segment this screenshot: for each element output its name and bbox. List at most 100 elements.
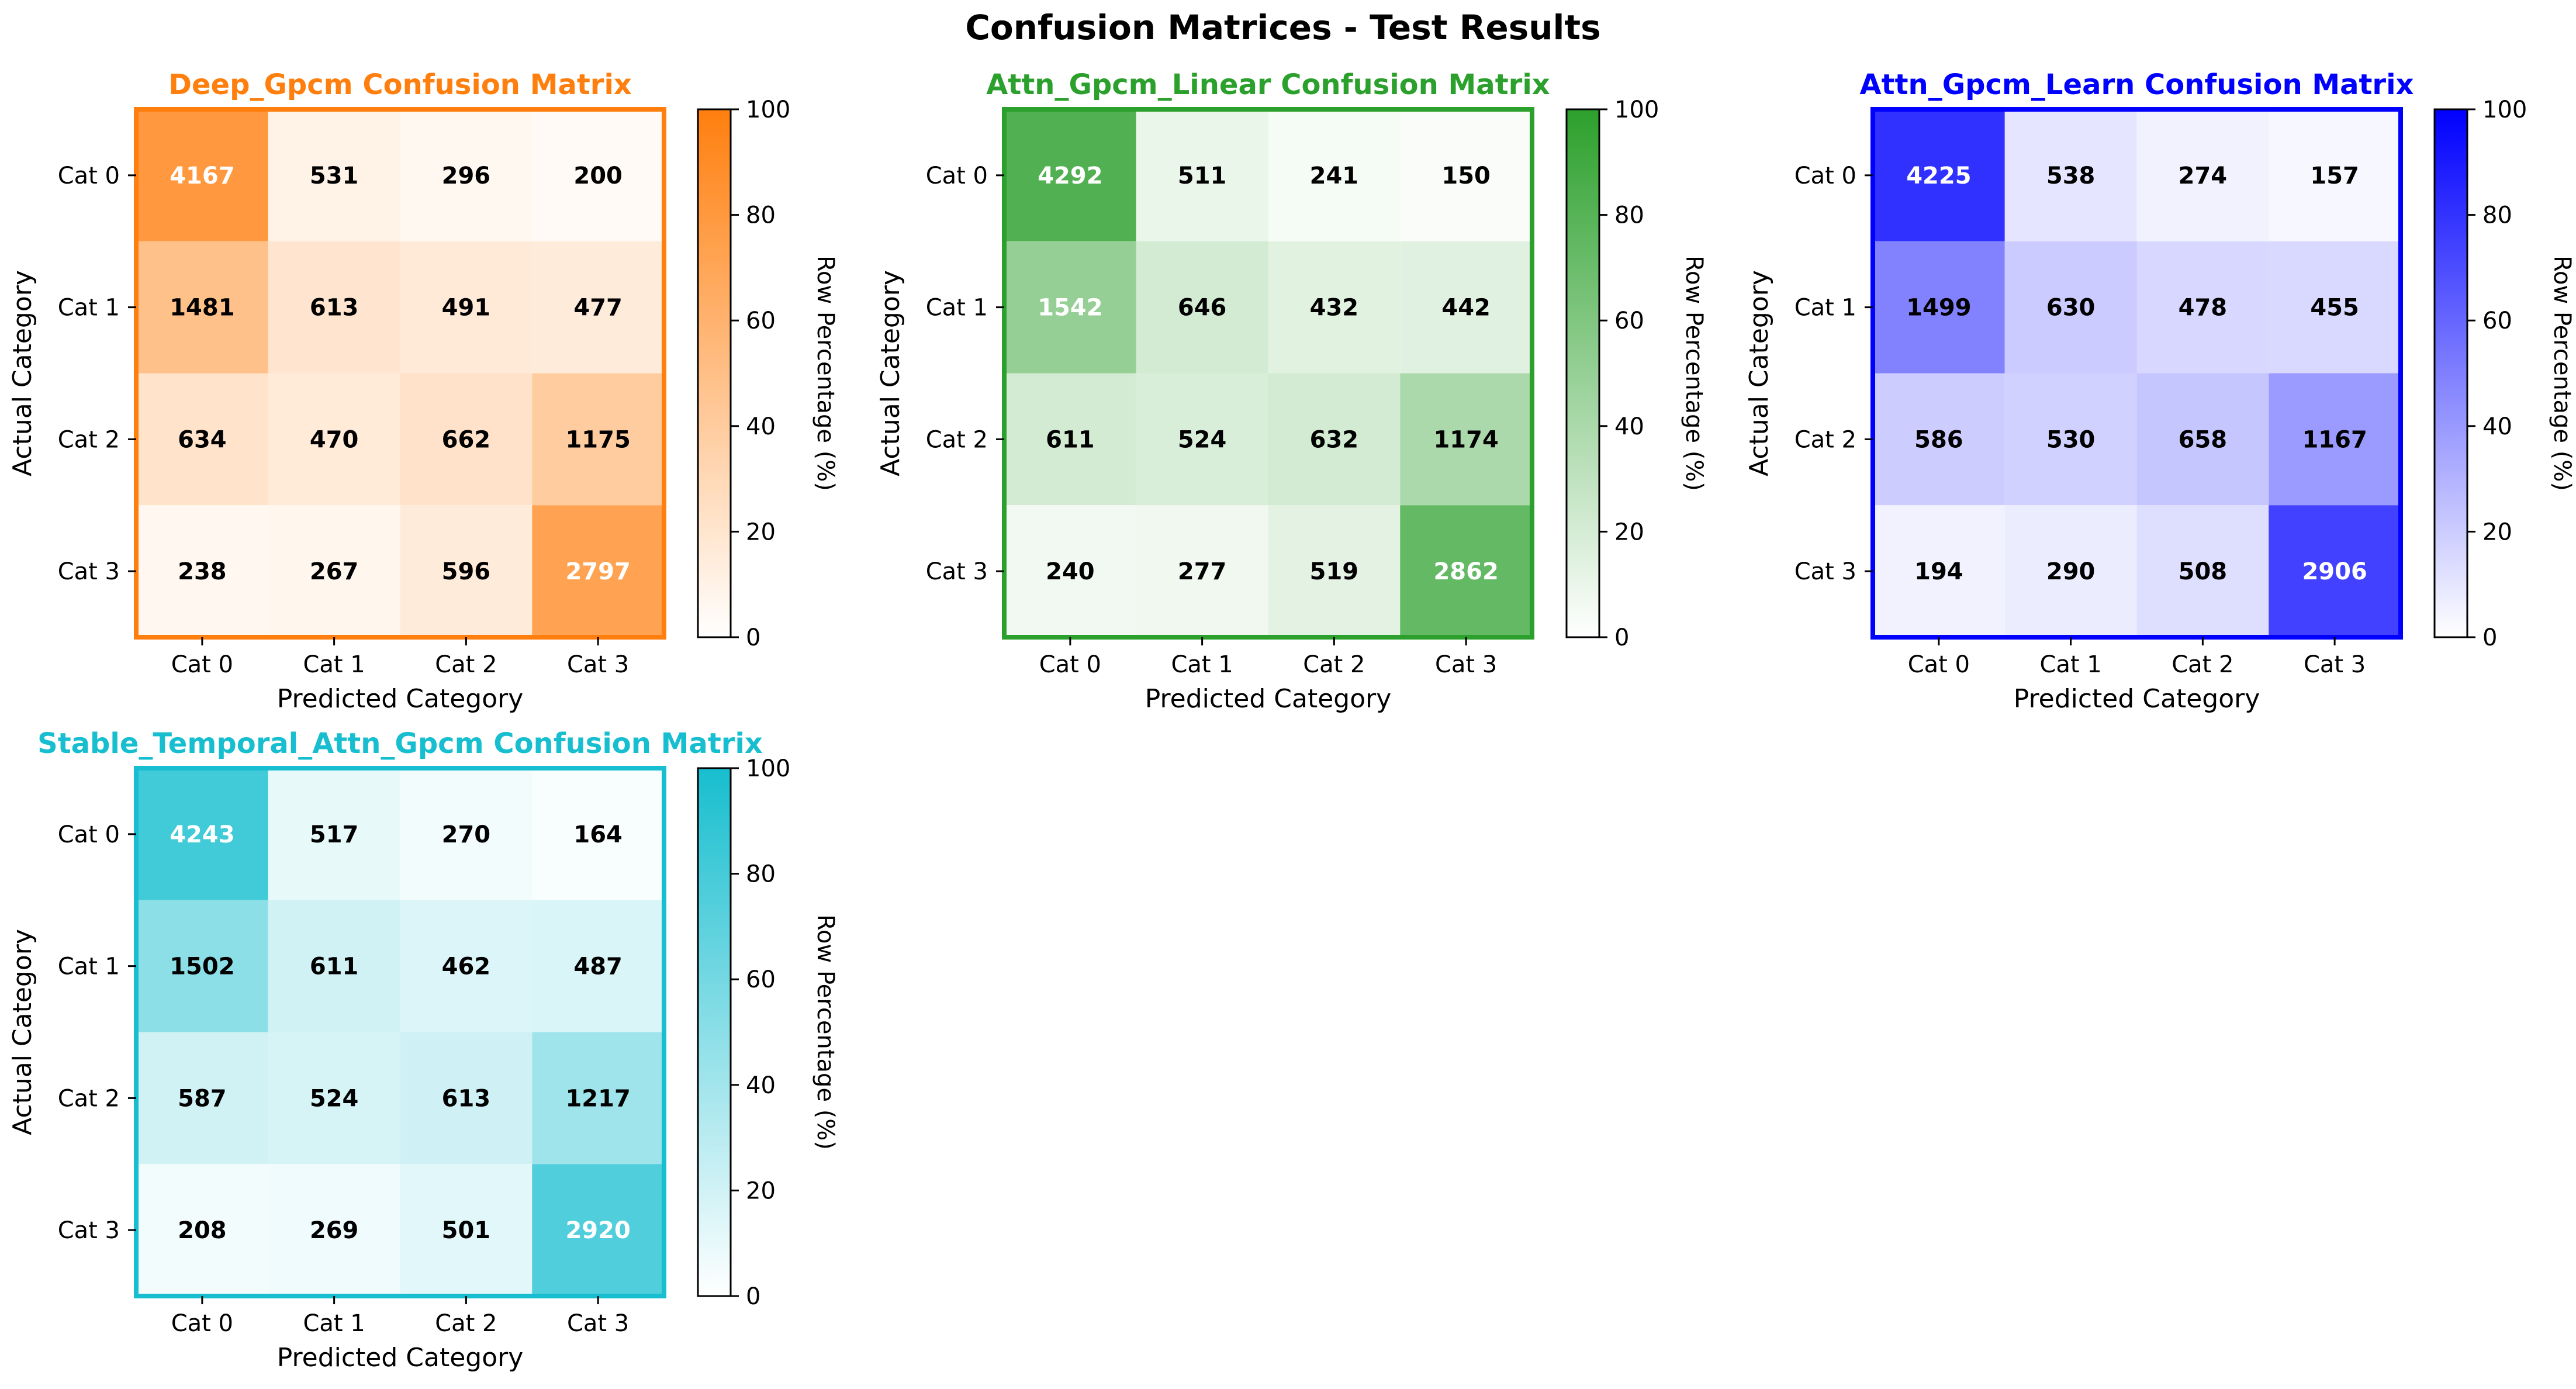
heatmap-cell bbox=[136, 1164, 268, 1296]
heatmap-cell bbox=[2269, 241, 2401, 374]
heatmap-cell bbox=[2269, 505, 2401, 637]
y-axis-label: Actual Category bbox=[8, 270, 37, 476]
cell-value-label: 1175 bbox=[565, 426, 630, 453]
x-axis-label: Predicted Category bbox=[2014, 684, 2260, 714]
cell-value-label: 1499 bbox=[1906, 295, 1971, 322]
panel-title: Stable_Temporal_Attn_Gpcm Confusion Matr… bbox=[37, 727, 763, 760]
heatmap-cell bbox=[1004, 241, 1136, 374]
heatmap-cell bbox=[532, 109, 664, 241]
cell-value-label: 2920 bbox=[565, 1217, 630, 1244]
heatmap-cell bbox=[1004, 373, 1136, 506]
cell-value-label: 596 bbox=[442, 558, 491, 585]
colorbar-tick-label: 100 bbox=[2482, 96, 2527, 123]
colorbar bbox=[697, 108, 732, 638]
colorbar-label: Row Percentage (%) bbox=[2549, 255, 2575, 491]
colorbar-tick-label: 20 bbox=[2482, 519, 2512, 545]
heatmap-cell bbox=[136, 373, 268, 506]
colorbar-tick-label: 20 bbox=[1614, 519, 1644, 545]
heatmap-frame bbox=[1002, 107, 1534, 640]
y-tick-label: Cat 3 bbox=[926, 558, 988, 585]
cell-value-label: 2862 bbox=[1433, 558, 1498, 585]
y-tick-label: Cat 2 bbox=[1794, 426, 1856, 453]
cell-value-label: 478 bbox=[2179, 295, 2228, 322]
cell-value-label: 240 bbox=[1046, 558, 1095, 585]
heatmap-cell bbox=[1268, 505, 1401, 637]
cell-value-label: 4292 bbox=[1038, 163, 1102, 189]
y-tick-label: Cat 2 bbox=[926, 426, 988, 453]
cell-value-label: 587 bbox=[178, 1085, 227, 1112]
colorbar-tick-label: 60 bbox=[2482, 307, 2512, 334]
y-tick-label: Cat 3 bbox=[58, 1217, 120, 1244]
colorbar-tick-label: 100 bbox=[746, 755, 790, 782]
cell-value-label: 241 bbox=[1310, 163, 1359, 189]
x-tick-label: Cat 1 bbox=[303, 1310, 365, 1337]
colorbar-tick-label: 0 bbox=[746, 624, 760, 651]
heatmap-cell bbox=[2136, 505, 2269, 637]
colorbar-tick-label: 20 bbox=[746, 519, 776, 545]
heatmap-cell bbox=[1400, 373, 1532, 506]
cell-value-label: 2797 bbox=[565, 558, 630, 585]
cell-value-label: 1217 bbox=[565, 1085, 630, 1112]
colorbar-tick-label: 60 bbox=[746, 966, 776, 993]
cell-value-label: 1174 bbox=[1433, 426, 1498, 453]
cell-value-label: 501 bbox=[442, 1217, 491, 1244]
cell-value-label: 524 bbox=[1178, 426, 1227, 453]
cell-value-label: 208 bbox=[178, 1217, 227, 1244]
heatmap-cell bbox=[1400, 109, 1532, 241]
y-tick-label: Cat 0 bbox=[58, 821, 120, 848]
heatmap-frame bbox=[134, 766, 666, 1298]
y-axis-label: Actual Category bbox=[1744, 270, 1774, 476]
figure-title: Confusion Matrices - Test Results bbox=[965, 8, 1600, 47]
colorbar-tick-label: 80 bbox=[2482, 202, 2512, 229]
cell-value-label: 524 bbox=[310, 1085, 359, 1112]
cell-value-label: 455 bbox=[2310, 295, 2359, 322]
heatmap-cell bbox=[532, 1032, 664, 1165]
heatmap-cell bbox=[1400, 505, 1532, 637]
colorbar-label: Row Percentage (%) bbox=[812, 914, 839, 1150]
y-axis-label: Actual Category bbox=[876, 270, 905, 476]
cell-value-label: 586 bbox=[1914, 426, 1963, 453]
heatmap-cell bbox=[2004, 109, 2137, 241]
x-tick-label: Cat 0 bbox=[1908, 651, 1970, 678]
cell-value-label: 238 bbox=[178, 558, 227, 585]
heatmap-frame bbox=[1870, 107, 2403, 640]
cell-value-label: 611 bbox=[1046, 426, 1095, 453]
colorbar-label: Row Percentage (%) bbox=[1681, 255, 1707, 491]
colorbar bbox=[1565, 108, 1600, 638]
cell-value-label: 274 bbox=[2179, 163, 2228, 189]
colorbar-tick-label: 60 bbox=[1614, 307, 1644, 334]
heatmap-frame bbox=[134, 107, 666, 640]
heatmap-cell bbox=[400, 768, 533, 900]
heatmap-cell bbox=[2136, 109, 2269, 241]
x-axis-label: Predicted Category bbox=[277, 1343, 524, 1373]
cell-value-label: 531 bbox=[310, 163, 359, 189]
heatmap-cell bbox=[1004, 505, 1136, 637]
heatmap-cell bbox=[1873, 373, 2005, 506]
cell-value-label: 157 bbox=[2310, 163, 2359, 189]
heatmap-cell bbox=[1873, 505, 2005, 637]
heatmap-cell bbox=[1268, 373, 1401, 506]
colorbar-tick-label: 100 bbox=[746, 96, 790, 123]
cell-value-label: 4243 bbox=[170, 821, 234, 848]
heatmap-cell bbox=[532, 900, 664, 1032]
cell-value-label: 269 bbox=[310, 1217, 359, 1244]
heatmap-cell bbox=[2004, 373, 2137, 506]
heatmap-cell bbox=[136, 241, 268, 374]
panel-title: Attn_Gpcm_Learn Confusion Matrix bbox=[1859, 68, 2414, 101]
heatmap-cell bbox=[2136, 373, 2269, 506]
x-tick-label: Cat 3 bbox=[2304, 651, 2366, 678]
cell-value-label: 4167 bbox=[170, 163, 234, 189]
x-tick-label: Cat 0 bbox=[171, 651, 233, 678]
heatmap-cell bbox=[136, 1032, 268, 1165]
x-tick-label: Cat 2 bbox=[435, 651, 497, 678]
colorbar-tick-label: 0 bbox=[746, 1283, 760, 1310]
heatmap-cell bbox=[1268, 109, 1401, 241]
cell-value-label: 538 bbox=[2046, 163, 2096, 189]
colorbar-tick-label: 80 bbox=[1614, 202, 1644, 229]
y-tick-label: Cat 0 bbox=[58, 163, 120, 189]
heatmap-cell bbox=[532, 373, 664, 506]
x-tick-label: Cat 3 bbox=[567, 1310, 629, 1337]
x-tick-label: Cat 3 bbox=[567, 651, 629, 678]
x-tick-label: Cat 2 bbox=[435, 1310, 497, 1337]
